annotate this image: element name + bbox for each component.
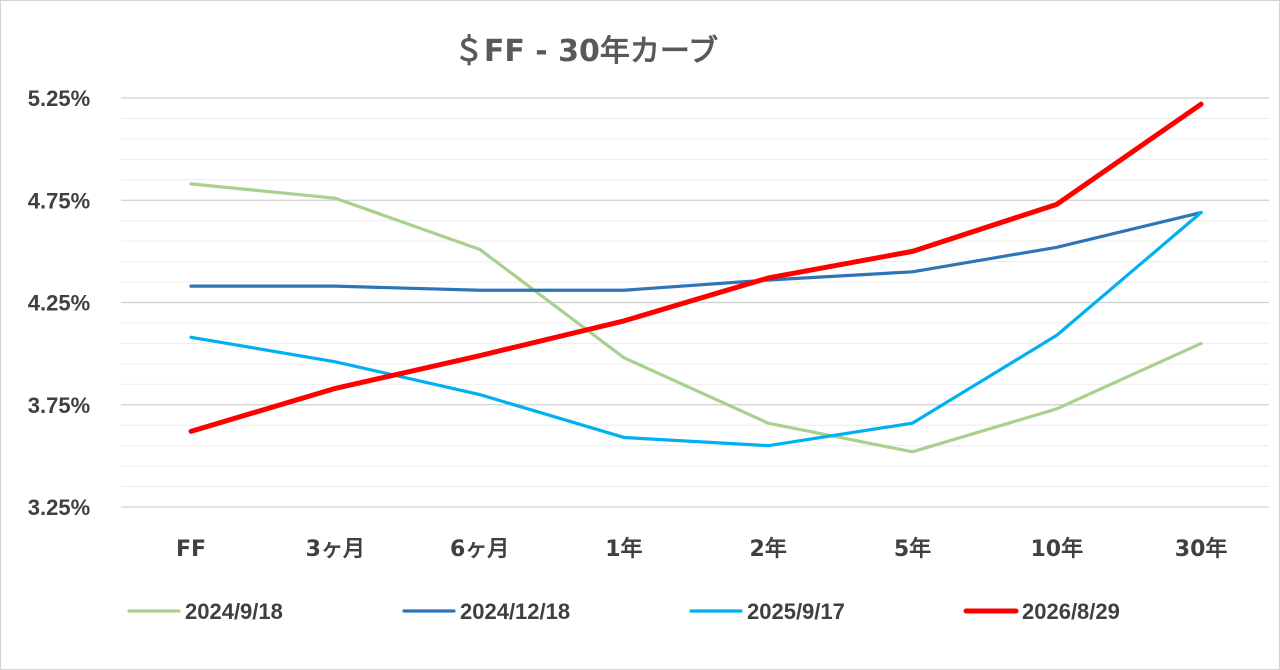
x-tick-label: FF xyxy=(176,537,206,562)
legend-label: 2024/12/18 xyxy=(460,599,570,624)
series-line-4 xyxy=(188,101,1204,434)
series-line-2 xyxy=(189,210,1203,292)
x-tick-label: 2年 xyxy=(750,536,787,562)
x-tick-label: 6ヶ月 xyxy=(450,537,509,562)
series-line-3 xyxy=(189,210,1203,448)
legend-label: 2024/9/18 xyxy=(185,599,283,624)
x-tick-label: 10年 xyxy=(1030,536,1083,562)
x-tick-label: 1年 xyxy=(605,536,642,562)
legend: 2024/9/18 2024/12/18 2025/9/17 2026/8/29 xyxy=(127,599,1120,624)
y-tick-label: 4.25% xyxy=(28,291,90,316)
legend-label: 2025/9/17 xyxy=(747,599,845,624)
legend-label: 2026/8/29 xyxy=(1022,599,1120,624)
series-lines xyxy=(188,101,1204,454)
y-axis-ticks: 3.25% 3.75% 4.25% 4.75% 5.25% xyxy=(28,86,90,520)
y-tick-label: 4.75% xyxy=(28,188,90,213)
chart-title: ＄FF - 30年カーブ xyxy=(454,34,718,69)
x-tick-label: 5年 xyxy=(894,536,931,562)
x-tick-label: 3ヶ月 xyxy=(306,537,365,562)
y-tick-label: 3.75% xyxy=(28,393,90,418)
x-tick-label: 30年 xyxy=(1175,536,1228,562)
y-tick-label: 3.25% xyxy=(28,495,90,520)
series-line-1 xyxy=(189,182,1203,454)
x-axis-ticks: FF 3ヶ月 6ヶ月 1年 2年 5年 10年 30年 xyxy=(176,536,1227,562)
y-tick-label: 5.25% xyxy=(28,86,90,111)
